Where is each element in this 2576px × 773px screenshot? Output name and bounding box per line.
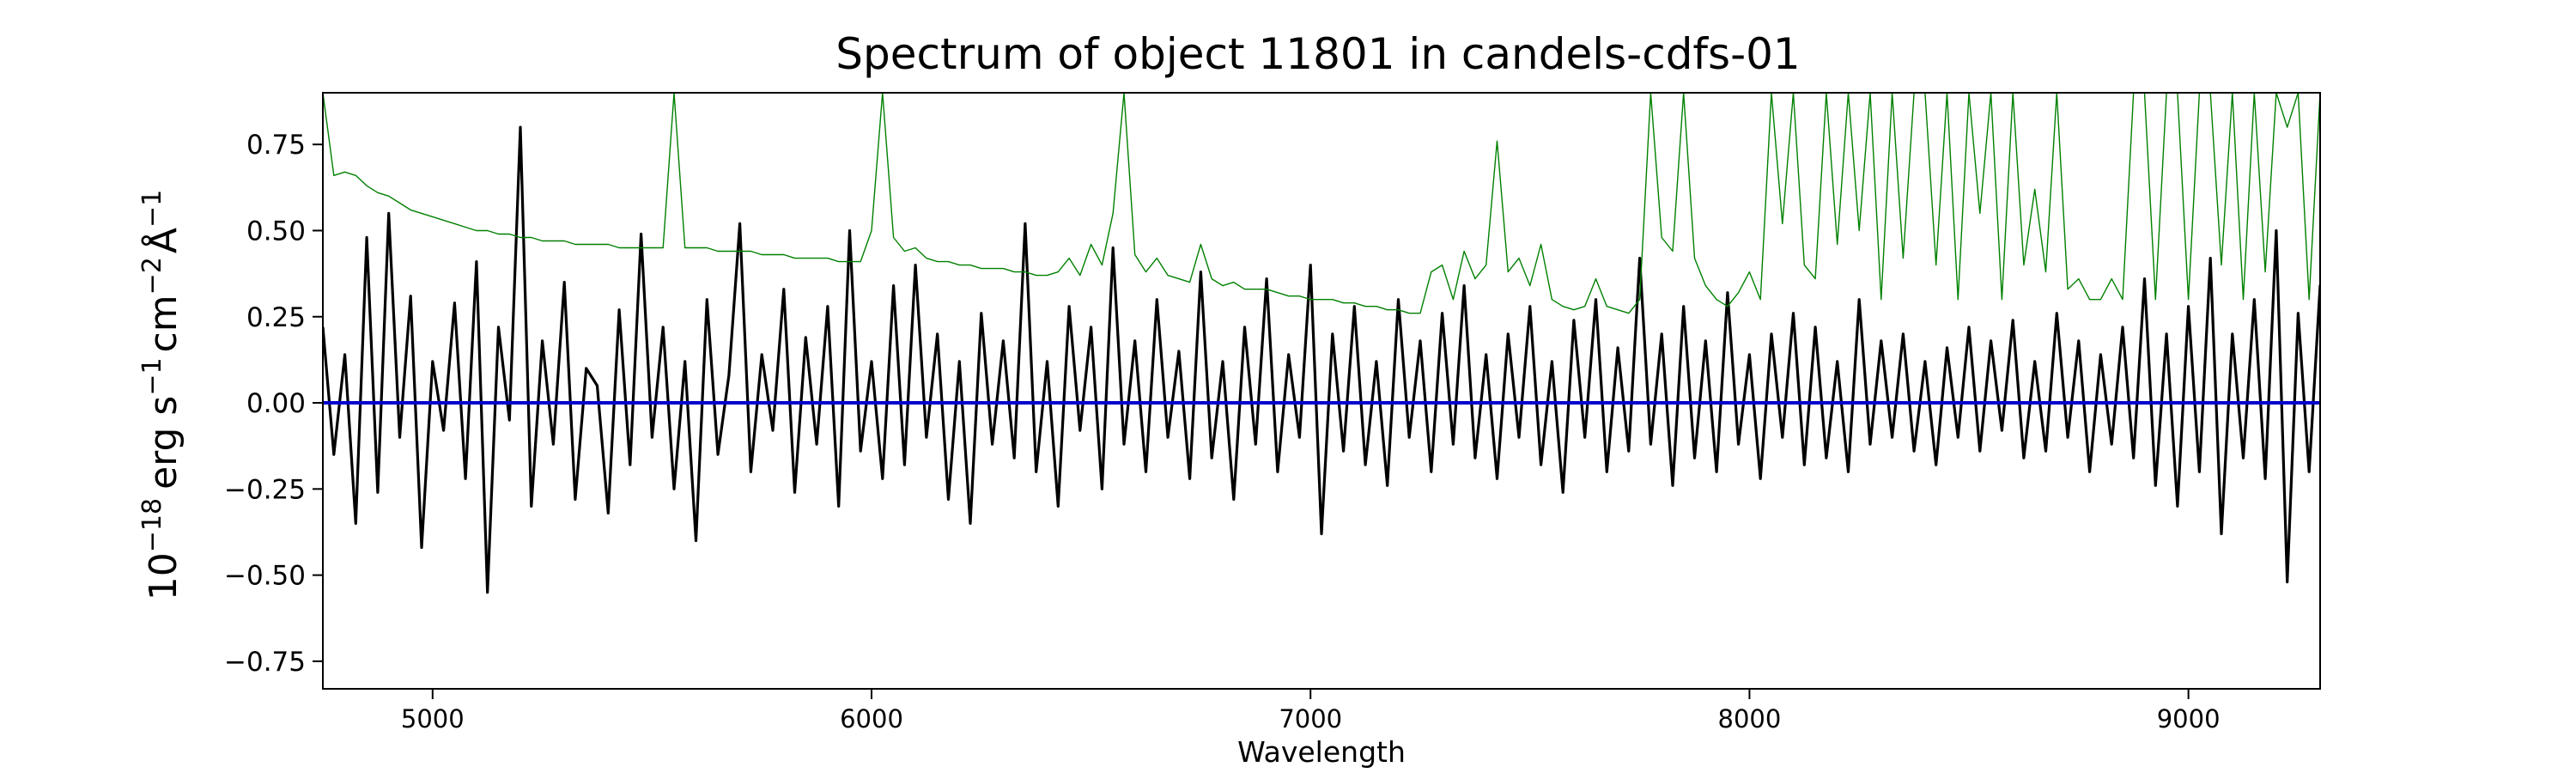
y-axis-label: 10−18erg s−1cm−2Å−1 [137,190,185,600]
x-tick-label: 5000 [401,704,465,733]
chart-title: Spectrum of object 11801 in candels-cdfs… [835,29,1801,79]
y-label-base: 10 [142,552,185,600]
y-tick-label: −0.50 [224,561,306,592]
x-tick-label: 6000 [840,704,903,733]
y-tick-label: 0.00 [246,388,306,419]
y-tick-label: 0.75 [246,130,306,161]
x-axis: 5000 6000 7000 8000 9000 [401,689,2221,733]
y-label-angstrom: Å [140,228,185,253]
y-label-exp-base: −18 [137,498,167,552]
y-axis: −0.75 −0.50 −0.25 0.00 0.25 0.50 0.75 [224,130,323,678]
x-axis-label: Wavelength [1237,735,1406,769]
y-label-exp-s: −1 [137,357,167,395]
series-line-0 [323,125,2320,594]
y-tick-label: 0.50 [246,216,306,247]
x-tick-label: 8000 [1718,704,1782,733]
y-label-exp-angstrom: −1 [137,190,167,228]
y-tick-label: −0.25 [224,474,306,505]
y-label-erg: erg s [142,396,185,490]
y-label-exp-cm: −2 [137,257,167,295]
x-tick-label: 7000 [1279,704,1342,733]
series-line-1 [323,93,2320,314]
y-tick-label: −0.75 [224,647,306,678]
plot-area [322,92,2321,690]
plot-frame [322,92,2321,690]
y-label-cm: cm [142,295,185,352]
y-tick-label: 0.25 [246,302,306,333]
series-layer [323,93,2320,594]
x-tick-label: 9000 [2157,704,2221,733]
